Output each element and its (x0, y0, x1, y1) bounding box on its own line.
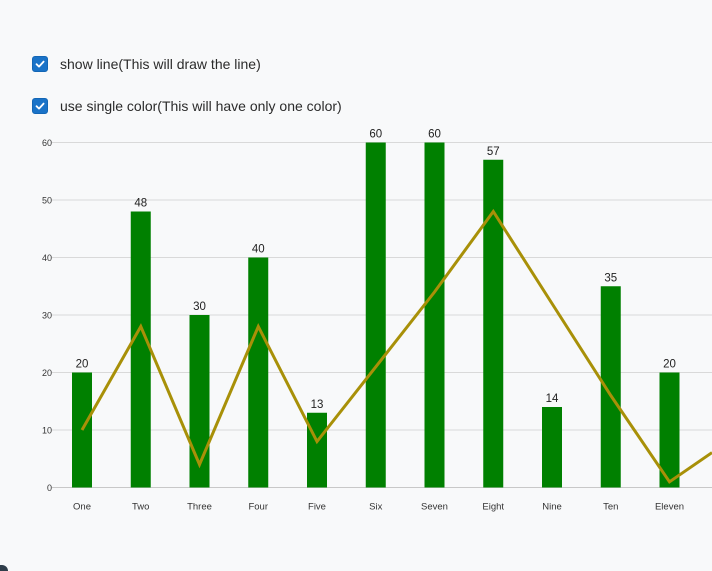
data-label: 20 (76, 359, 89, 371)
y-tick-label: 60 (42, 138, 52, 148)
data-label: 57 (487, 146, 500, 158)
data-label: 20 (663, 359, 676, 371)
x-tick-label: Two (132, 502, 149, 513)
y-tick-label: 10 (42, 426, 52, 436)
x-tick-label: Seven (421, 502, 448, 513)
trend-line (80, 208, 712, 484)
x-tick-label: Nine (542, 502, 562, 513)
data-label: 35 (604, 272, 617, 284)
single-color-checkbox[interactable] (32, 98, 48, 114)
bar (483, 159, 504, 488)
data-label: 60 (428, 129, 441, 141)
bar (307, 412, 327, 488)
x-tick-label: One (73, 502, 91, 513)
data-label: 14 (546, 393, 559, 405)
bar (130, 211, 151, 488)
y-tick-label: 0 (47, 483, 52, 493)
single-color-label: use single color(This will have only one… (60, 98, 342, 114)
bar (659, 372, 680, 488)
data-label: 48 (134, 198, 147, 210)
x-tick-label: Ten (603, 502, 618, 513)
bar (365, 142, 386, 488)
x-tick-label: Five (308, 502, 326, 513)
checkmark-icon (35, 102, 45, 110)
y-tick-label: 20 (42, 368, 52, 378)
checkmark-icon (35, 60, 45, 68)
corner-handle (0, 565, 8, 571)
y-tick-label: 30 (42, 311, 52, 321)
x-tick-label: Eight (482, 502, 504, 513)
bar (424, 142, 445, 488)
x-tick-label: Eleven (655, 502, 684, 513)
chart-options: show line(This will draw the line) use s… (32, 55, 342, 139)
x-tick-label: Four (248, 502, 268, 513)
show-line-checkbox[interactable] (32, 56, 48, 72)
bar-line-chart: 0 10 20 30 40 50 60 20 One 48 Two 30 Three 40 Four 13 Fi… (42, 129, 712, 513)
data-label: 30 (193, 301, 206, 313)
bar (600, 286, 621, 488)
bar (542, 407, 562, 488)
y-tick-label: 50 (42, 196, 52, 206)
bar (189, 315, 210, 488)
show-line-option[interactable]: show line(This will draw the line) (32, 55, 342, 73)
y-tick-label: 40 (42, 253, 52, 263)
single-color-option[interactable]: use single color(This will have only one… (32, 97, 342, 115)
data-label: 13 (311, 399, 324, 411)
show-line-label: show line(This will draw the line) (60, 56, 261, 72)
data-label: 40 (252, 244, 265, 256)
bar (248, 257, 269, 488)
x-tick-label: Six (369, 502, 382, 513)
data-label: 60 (369, 129, 382, 141)
x-tick-label: Three (187, 502, 212, 513)
